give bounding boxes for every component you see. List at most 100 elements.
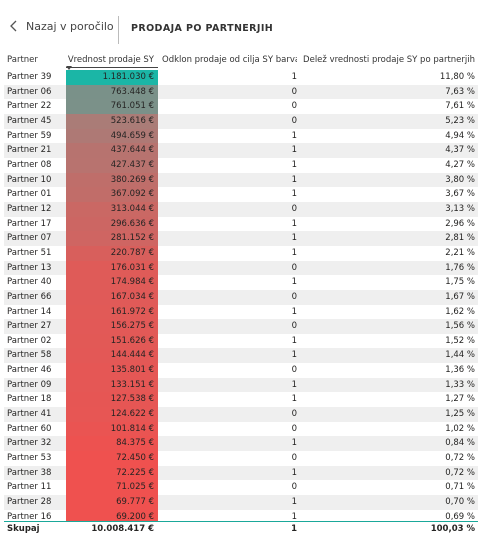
share-cell: 1,75 % (445, 277, 475, 288)
table-row: Partner 06 763.448 € 0 7,63 % (4, 84, 478, 100)
column-header[interactable]: Vrednost prodaje SY (66, 52, 158, 68)
table-row: Partner 12 313.044 € 0 3,13 % (4, 201, 478, 217)
back-arrow (10, 20, 17, 32)
partner-cell: Partner 27 (7, 321, 52, 332)
sales-cell: 296.636 € (66, 216, 158, 232)
table-row: Partner 21 437.644 € 1 4,37 % (4, 143, 478, 158)
share-cell: 0,72 % (445, 467, 475, 478)
partner-cell: Partner 58 (7, 350, 52, 361)
deviation-cell: 1 (291, 189, 297, 200)
table-row: Partner 39 1.181.030 € 1 11,80 % (4, 70, 478, 85)
column-header[interactable]: Odklon prodaje od cilja SY barva (162, 55, 297, 65)
partner-cell: Partner 60 (7, 423, 52, 434)
deviation-cell: 0 (291, 262, 297, 273)
share-cell: 2,21 % (445, 247, 475, 258)
partner-cell: Partner 12 (7, 203, 52, 214)
partner-cell: Partner 06 (7, 86, 52, 97)
table-row: Partner 41 124.622 € 0 1,25 % (4, 407, 478, 422)
deviation-cell: 1 (291, 233, 297, 244)
share-cell: 1,52 % (445, 335, 475, 346)
partner-cell: Partner 40 (7, 277, 52, 288)
sales-cell: 763.448 € (66, 84, 158, 100)
sales-cell: 84.375 € (66, 436, 158, 452)
total-divider (4, 521, 478, 522)
deviation-cell: 1 (291, 159, 297, 170)
table-row: Partner 38 72.225 € 1 0,72 % (4, 465, 478, 481)
partner-cell: Partner 46 (7, 365, 52, 376)
total-partner-cell: Skupaj (7, 524, 40, 534)
share-cell: 2,81 % (445, 233, 475, 244)
deviation-cell: 1 (291, 335, 297, 346)
share-cell: 0,70 % (445, 497, 475, 508)
share-cell: 4,94 % (445, 130, 475, 141)
share-cell: 0,84 % (445, 438, 475, 449)
table-row: Partner 01 367.092 € 1 3,67 % (4, 187, 478, 202)
header: Nazaj v poročilo PRODAJA PO PARTNERJIH (0, 0, 483, 48)
sales-cell: 161.972 € (66, 304, 158, 320)
deviation-cell: 0 (291, 291, 297, 302)
deviation-cell: 1 (291, 72, 297, 82)
partner-cell: Partner 16 (7, 511, 52, 521)
deviation-cell: 0 (291, 423, 297, 434)
share-cell: 1,67 % (445, 291, 475, 302)
table-row: Partner 45 523.616 € 0 5,23 % (4, 113, 478, 129)
sales-cell: 127.538 € (66, 392, 158, 408)
column-header[interactable]: Delež vrednosti prodaje SY po partnerjih (303, 55, 475, 65)
share-cell: 5,23 % (445, 115, 475, 126)
sales-cell: 523.616 € (66, 113, 158, 129)
total-sales-cell: 10.008.417 € (91, 524, 154, 534)
table-row: Partner 46 135.801 € 0 1,36 % (4, 363, 478, 378)
partner-cell: Partner 41 (7, 409, 52, 420)
table-row: Partner 16 69.200 € 1 0,69 % (4, 509, 478, 521)
partner-cell: Partner 17 (7, 218, 52, 229)
partner-cell: Partner 51 (7, 247, 52, 258)
partner-cell: Partner 21 (7, 145, 52, 156)
share-cell: 1,56 % (445, 321, 475, 332)
partner-cell: Partner 45 (7, 115, 52, 126)
table-header: Partner Vrednost prodaje SY Odklon prodaje… (4, 52, 478, 68)
table-row: Partner 09 133.151 € 1 1,33 % (4, 377, 478, 393)
share-cell: 0,69 % (445, 511, 475, 521)
deviation-cell: 1 (291, 306, 297, 317)
table-row: Partner 11 71.025 € 0 0,71 % (4, 480, 478, 496)
back-label[interactable]: Nazaj v poročilo (26, 20, 114, 33)
share-cell: 0,71 % (445, 482, 475, 493)
partner-cell: Partner 14 (7, 306, 52, 317)
sales-cell: 281.152 € (66, 231, 158, 246)
deviation-cell: 1 (291, 130, 297, 141)
table-row: Partner 51 220.787 € 1 2,21 % (4, 245, 478, 261)
column-header[interactable]: Partner (7, 55, 38, 65)
sales-cell: 367.092 € (66, 187, 158, 202)
sales-cell: 427.437 € (66, 157, 158, 173)
table-row: Partner 14 161.972 € 1 1,62 % (4, 304, 478, 320)
table-row: Partner 28 69.777 € 1 0,70 % (4, 495, 478, 510)
deviation-cell: 1 (291, 277, 297, 288)
share-cell: 0,72 % (445, 453, 475, 464)
separator (118, 16, 119, 44)
sort-indicator[interactable] (66, 66, 72, 70)
deviation-cell: 0 (291, 321, 297, 332)
table-row: Partner 59 494.659 € 1 4,94 % (4, 128, 478, 144)
table-row: Partner 66 167.034 € 0 1,67 % (4, 289, 478, 305)
back-button[interactable]: Nazaj v poročilo (10, 20, 114, 33)
sales-cell: 72.450 € (66, 451, 158, 466)
total-deviation-cell: 1 (291, 524, 297, 534)
deviation-cell: 0 (291, 203, 297, 214)
share-cell: 1,62 % (445, 306, 475, 317)
sales-cell: 135.801 € (66, 363, 158, 378)
deviation-cell: 1 (291, 218, 297, 229)
share-cell: 4,27 % (445, 159, 475, 170)
table-row: Partner 18 127.538 € 1 1,27 % (4, 392, 478, 408)
partner-cell: Partner 38 (7, 467, 52, 478)
table-row: Partner 32 84.375 € 1 0,84 % (4, 436, 478, 452)
share-cell: 1,36 % (445, 365, 475, 376)
deviation-cell: 0 (291, 86, 297, 97)
share-cell: 7,63 % (445, 86, 475, 97)
table-row: Partner 08 427.437 € 1 4,27 % (4, 157, 478, 173)
table-row: Partner 13 176.031 € 0 1,76 % (4, 260, 478, 276)
share-cell: 1,76 % (445, 262, 475, 273)
partner-cell: Partner 18 (7, 394, 52, 405)
deviation-cell: 1 (291, 394, 297, 405)
partner-cell: Partner 11 (7, 482, 52, 493)
